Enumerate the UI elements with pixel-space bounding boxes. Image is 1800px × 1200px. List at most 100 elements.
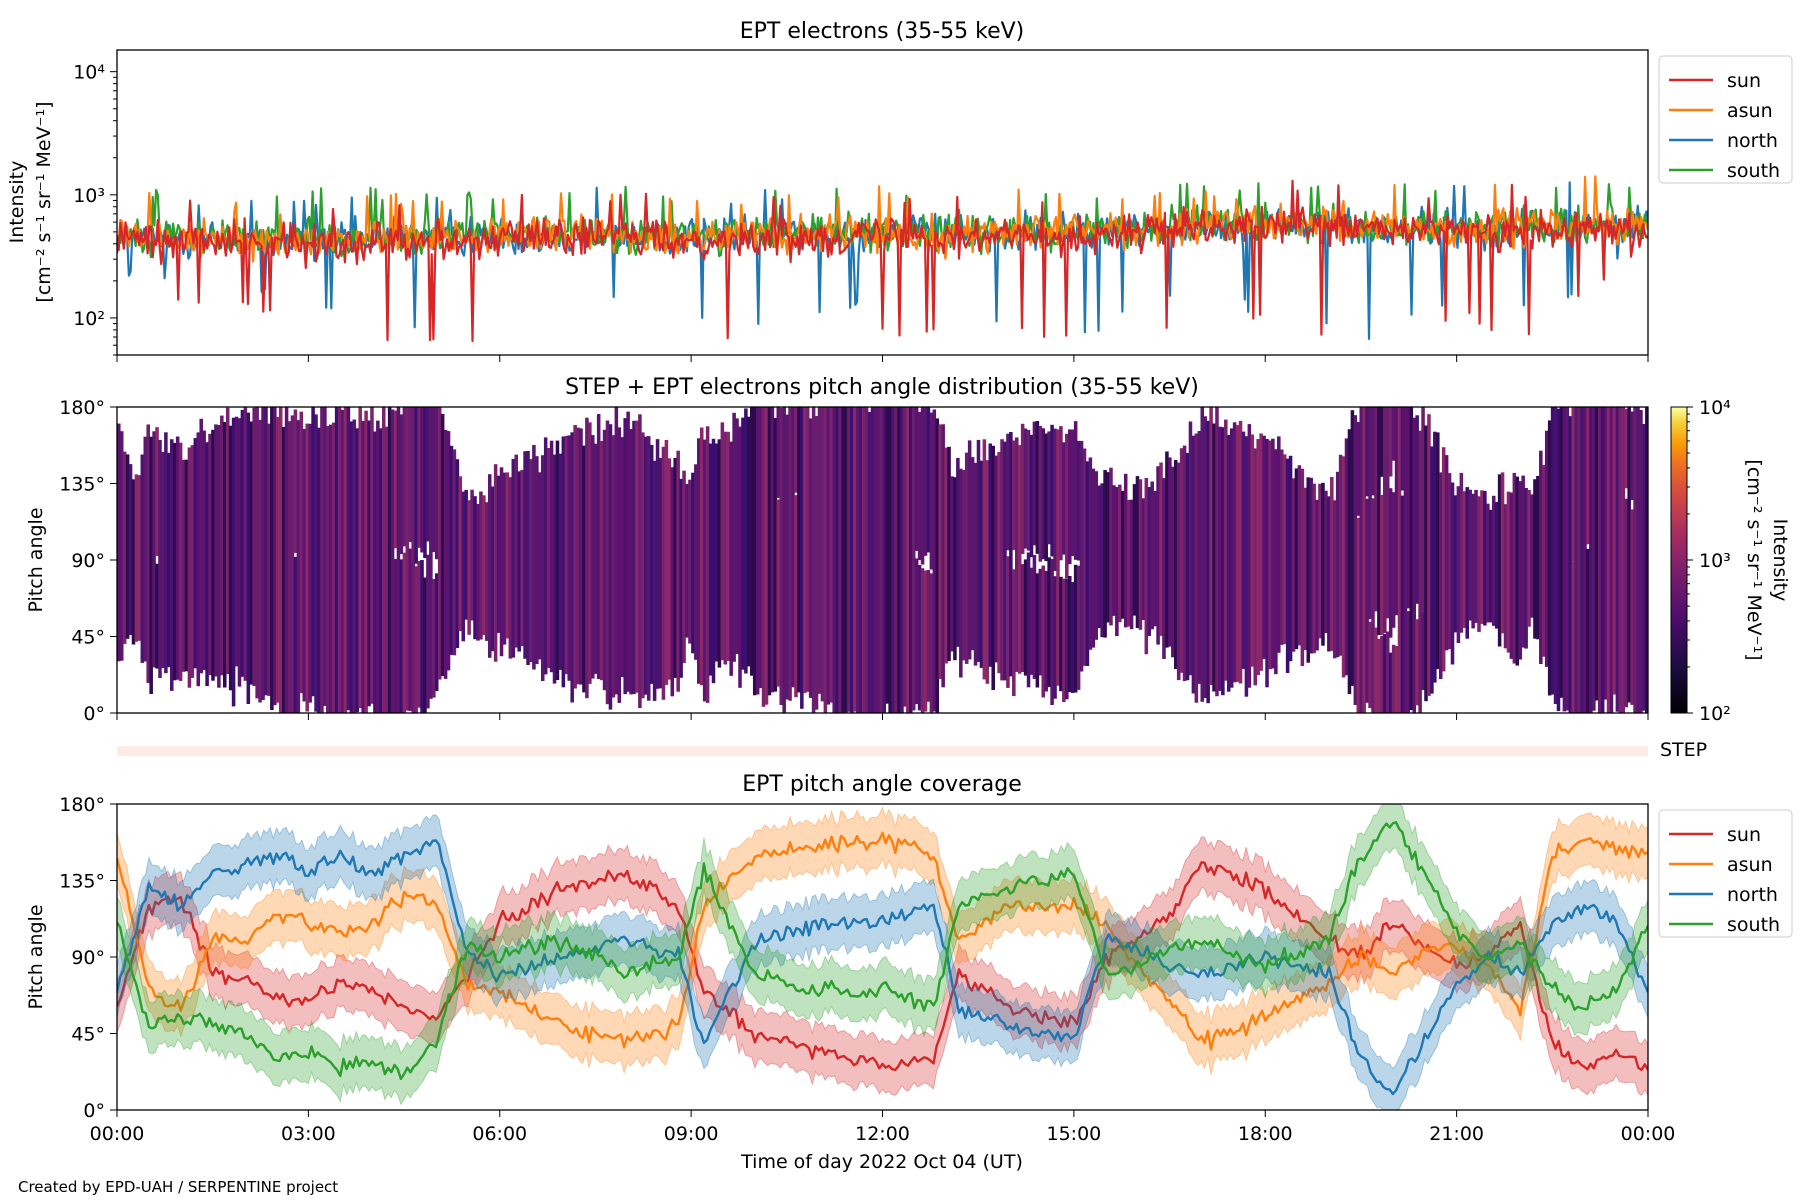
heatmap-cell xyxy=(1568,416,1573,713)
heatmap-cell xyxy=(155,563,159,669)
heatmap-cell xyxy=(1038,568,1043,676)
heatmap-cell xyxy=(588,422,592,684)
heatmap-cell xyxy=(1630,411,1634,501)
heatmap-cell xyxy=(1250,434,1255,667)
x-tick-label: 00:00 xyxy=(1621,1123,1676,1145)
heatmap-cell xyxy=(317,427,321,713)
heatmap-cell xyxy=(870,407,875,713)
heatmap-cell xyxy=(926,407,931,553)
heatmap-cell xyxy=(920,407,925,565)
heatmap-cell xyxy=(384,426,389,713)
heatmap-cell xyxy=(432,407,436,553)
heatmap-cell xyxy=(1247,424,1252,688)
heatmap-cell xyxy=(1147,487,1152,636)
heatmap-cell xyxy=(1388,652,1393,713)
heatmap-cell xyxy=(1438,472,1443,680)
heatmap-cell xyxy=(1356,422,1361,516)
heatmap-cell xyxy=(882,407,887,713)
heatmap-cell xyxy=(823,407,828,713)
heatmap-cell xyxy=(1385,631,1390,713)
heatmap-cell xyxy=(302,429,307,702)
y-tick-label: 180° xyxy=(59,794,105,816)
panel1-plot-area xyxy=(117,175,1648,343)
heatmap-cell xyxy=(119,431,124,661)
heatmap-cell xyxy=(664,440,669,685)
heatmap-cell xyxy=(1388,407,1393,477)
heatmap-cell xyxy=(1265,439,1269,688)
heatmap-cell xyxy=(1453,495,1458,633)
heatmap-cell xyxy=(917,411,922,561)
heatmap-cell xyxy=(1041,565,1046,698)
legend-label-sun: sun xyxy=(1727,824,1761,846)
heatmap-cell xyxy=(732,412,736,662)
heatmap-cell xyxy=(252,407,256,686)
heatmap-cell xyxy=(950,476,954,652)
heatmap-cell xyxy=(920,568,925,713)
heatmap-cell xyxy=(1112,485,1116,616)
heatmap-cell xyxy=(1221,427,1225,696)
heatmap-cell xyxy=(1421,611,1425,690)
coverage-line-south xyxy=(117,821,1648,1081)
heatmap-cell xyxy=(1447,473,1452,650)
heatmap-cell xyxy=(726,431,730,661)
heatmap-cell xyxy=(858,407,863,713)
heatmap-cell xyxy=(723,431,728,665)
heatmap-cell xyxy=(803,407,807,694)
heatmap-cell xyxy=(1100,483,1104,638)
panel4-title: EPT pitch angle coverage xyxy=(742,772,1022,797)
heatmap-cell xyxy=(632,420,636,694)
heatmap-cell xyxy=(482,495,486,636)
heatmap-cell xyxy=(649,444,654,684)
heatmap-cell xyxy=(561,436,566,688)
heatmap-cell xyxy=(293,409,298,553)
heatmap-cell xyxy=(1006,556,1010,688)
heatmap-cell xyxy=(408,407,413,542)
heatmap-cell xyxy=(1191,435,1196,694)
heatmap-cell xyxy=(281,427,286,713)
heatmap-cell xyxy=(620,437,624,678)
heatmap-cell xyxy=(1542,464,1546,657)
heatmap-cell xyxy=(1053,576,1057,699)
heatmap-cell xyxy=(835,407,839,713)
heatmap-cell xyxy=(997,452,1001,674)
heatmap-cell xyxy=(1176,462,1181,681)
y-tick-label: 135° xyxy=(59,871,105,893)
heatmap-cell xyxy=(885,407,889,704)
heatmap-cell xyxy=(326,426,330,713)
heatmap-cell xyxy=(222,422,227,688)
heatmap-cell xyxy=(1162,478,1166,659)
heatmap-cell xyxy=(894,407,898,713)
heatmap-cell xyxy=(143,436,148,662)
heatmap-cell xyxy=(929,573,934,713)
heatmap-cell xyxy=(797,407,801,693)
heatmap-cell xyxy=(423,577,427,713)
heatmap-cell xyxy=(847,407,851,712)
heatmap-cell xyxy=(1362,407,1366,713)
legend-label-sun: sun xyxy=(1727,70,1761,92)
heatmap-cell xyxy=(876,407,881,713)
heatmap-cell xyxy=(1035,573,1040,688)
heatmap-cell xyxy=(175,436,180,680)
heatmap-cell xyxy=(381,407,386,713)
heatmap-cell xyxy=(1194,433,1199,703)
panel2-title: STEP + EPT electrons pitch angle distrib… xyxy=(565,375,1199,400)
heatmap-cell xyxy=(514,454,519,648)
heatmap-cell xyxy=(1218,426,1222,691)
heatmap-cell xyxy=(443,429,448,679)
heatmap-cell xyxy=(1391,407,1396,461)
heatmap-cell xyxy=(1259,433,1263,671)
heatmap-cell xyxy=(246,412,251,704)
heatmap-cell xyxy=(1595,407,1599,701)
heatmap-cell xyxy=(1153,491,1157,627)
heatmap-cell xyxy=(1026,430,1031,551)
heatmap-cell xyxy=(1468,489,1472,621)
heatmap-cell xyxy=(635,420,639,693)
heatmap-cell xyxy=(1500,472,1505,634)
heatmap-cell xyxy=(1159,462,1163,636)
heatmap-cell xyxy=(1023,428,1028,549)
panel1-ylabel-line2: [cm⁻² s⁻¹ sr⁻¹ MeV⁻¹] xyxy=(33,101,55,302)
heatmap-cell xyxy=(1150,481,1154,630)
heatmap-cell xyxy=(923,407,928,556)
heatmap-cell xyxy=(349,421,354,713)
heatmap-cell xyxy=(402,552,407,713)
